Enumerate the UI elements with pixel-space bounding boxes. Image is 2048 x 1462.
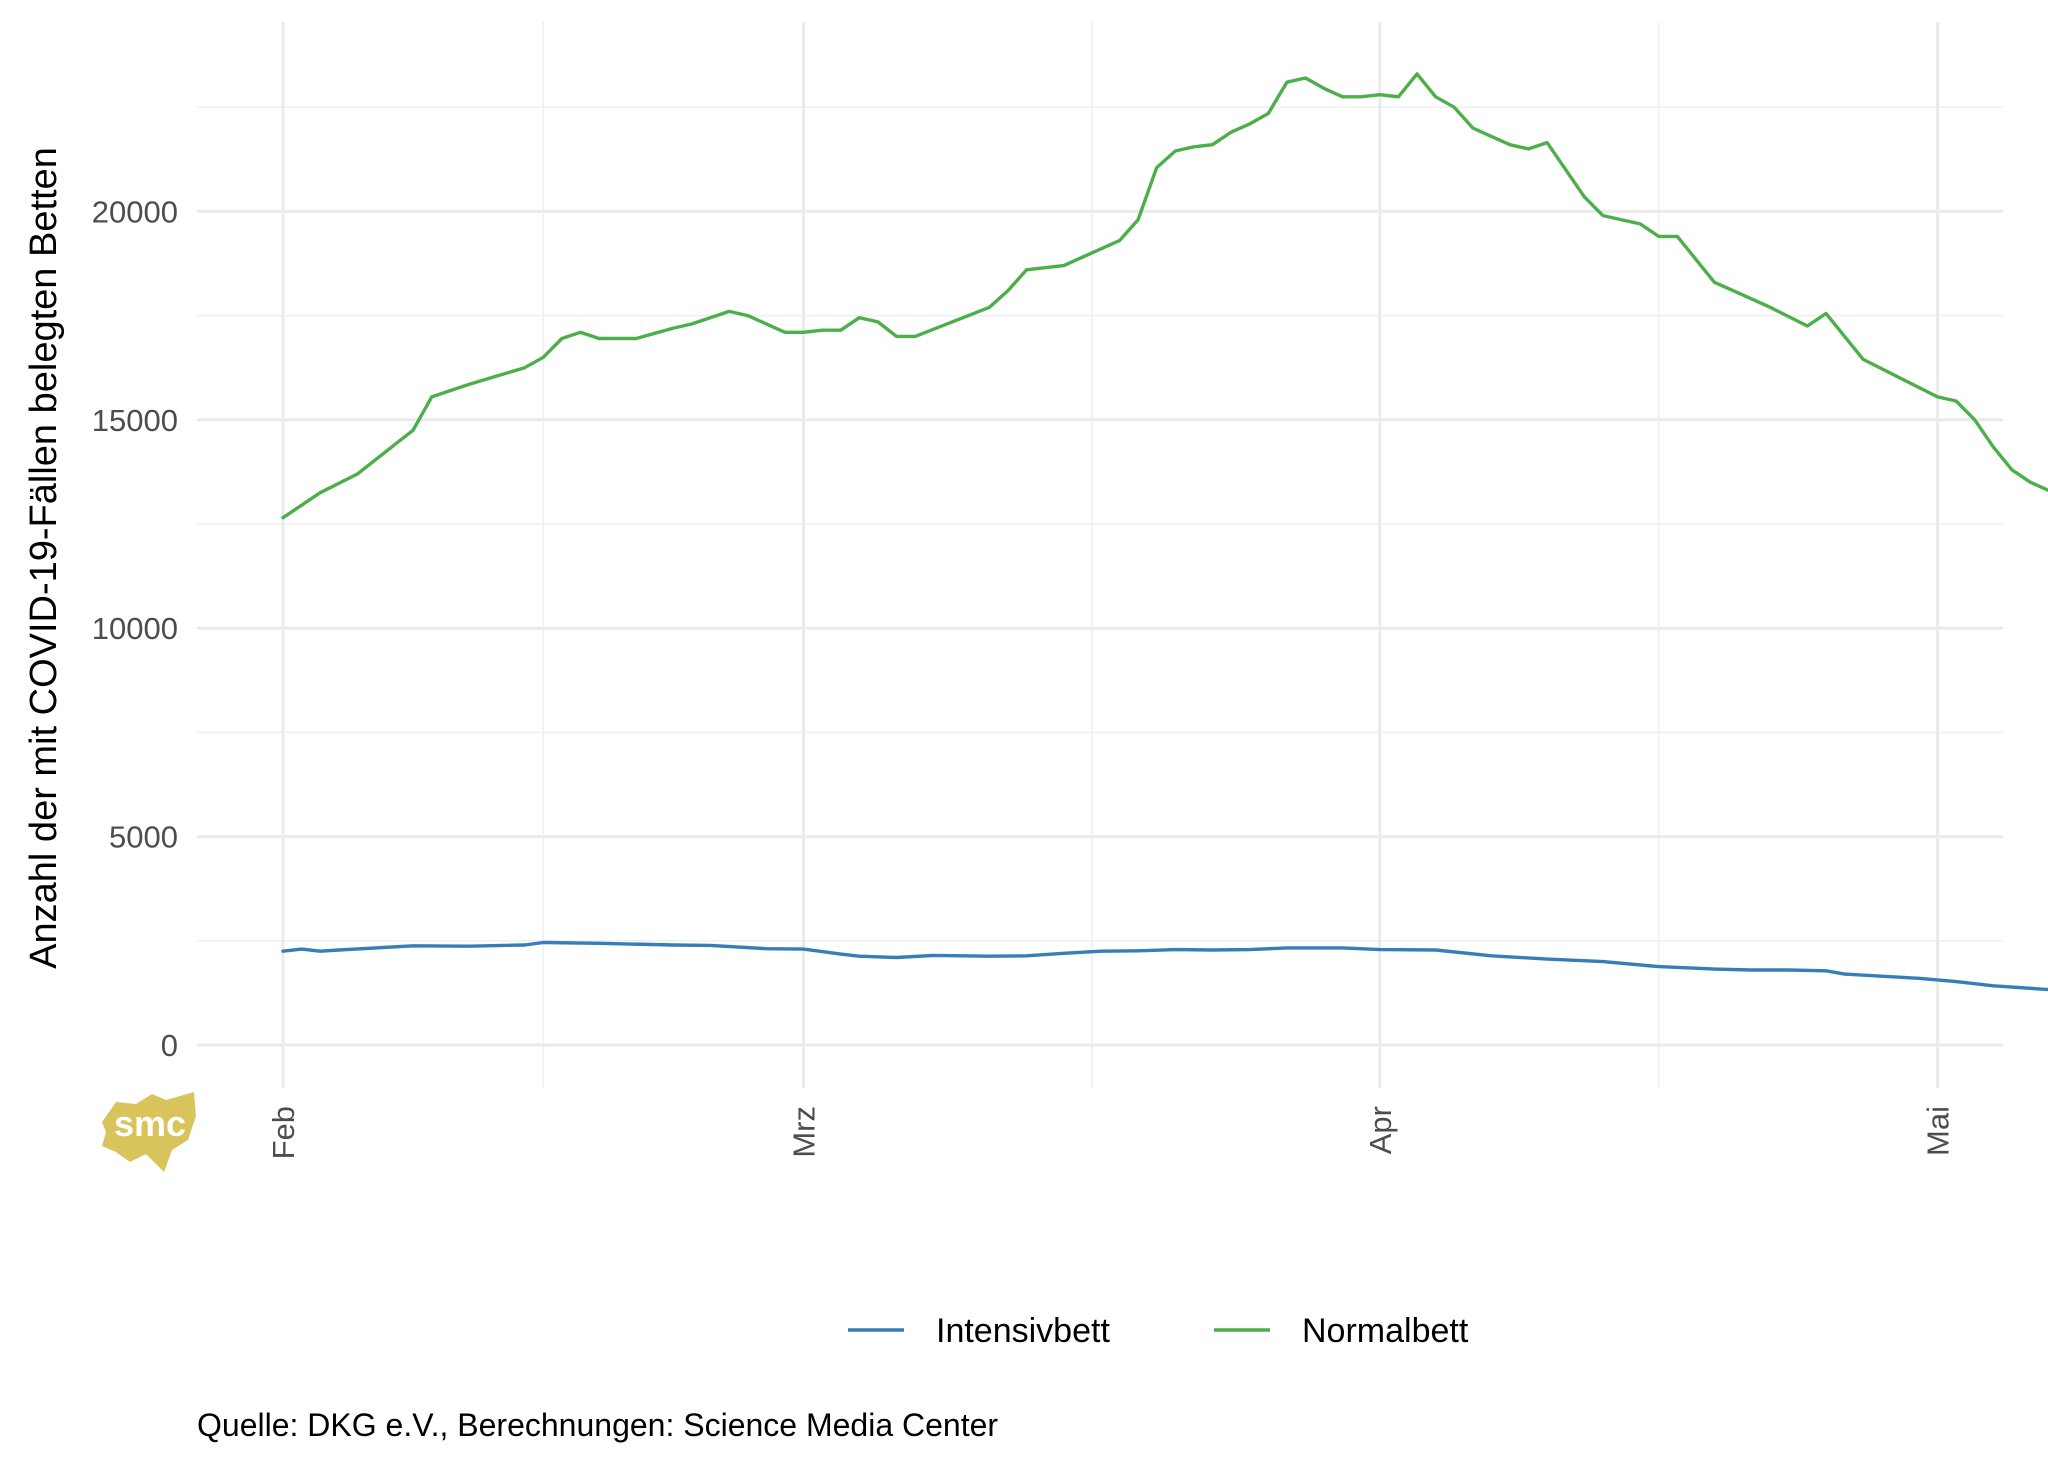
y-tick-label: 10000 [92,611,178,646]
x-tick-label: Feb [266,1106,301,1159]
legend-item-normalbett: Normalbett [1214,1312,1469,1350]
y-tick-label: 5000 [109,820,178,855]
chart-caption: Quelle: DKG e.V., Berechnungen: Science … [197,1407,998,1443]
legend-label: Normalbett [1302,1312,1469,1350]
minor-gridlines [197,22,2003,1088]
legend: Intensivbett Normalbett [848,1312,1469,1350]
x-axis-tick-labels: Feb Mrz Apr Mai [266,1106,1956,1159]
y-axis-tick-labels: 0 5000 10000 15000 20000 [92,194,178,1063]
series-lines [281,72,2048,992]
smc-logo-shape [102,1092,196,1172]
y-tick-label: 0 [161,1028,178,1063]
y-axis-title: Anzahl der mit COVID-19-Fällen belegten … [23,147,65,969]
major-gridlines [197,22,2003,1088]
series-line-normalbett [281,72,2048,520]
x-tick-label: Apr [1363,1106,1398,1154]
series-line-intensivbett [281,940,2048,992]
smc-logo: smc [102,1092,196,1172]
legend-label: Intensivbett [936,1312,1110,1350]
x-tick-label: Mrz [787,1106,822,1158]
smc-logo-text: smc [114,1103,186,1144]
x-tick-label: Mai [1921,1106,1956,1156]
y-tick-label: 20000 [92,194,178,229]
legend-item-intensivbett: Intensivbett [848,1312,1110,1350]
y-tick-label: 15000 [92,403,178,438]
